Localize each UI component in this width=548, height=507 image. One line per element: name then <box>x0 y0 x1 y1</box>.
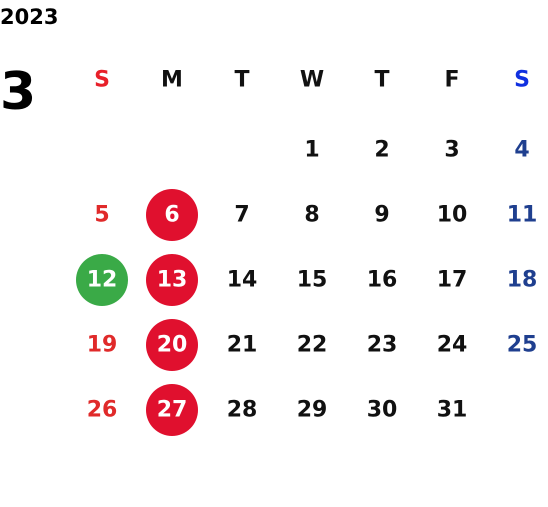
day: 24 <box>437 333 468 358</box>
weekday: T <box>234 68 249 93</box>
day: 2 <box>374 138 389 163</box>
weekday: S <box>94 68 110 93</box>
day: 28 <box>227 398 258 423</box>
day: 4 <box>514 138 529 163</box>
day: 19 <box>87 333 118 358</box>
weekday: F <box>444 68 459 93</box>
weekday: T <box>374 68 389 93</box>
day: 7 <box>234 203 249 228</box>
day-highlight <box>146 319 198 371</box>
day: 12 <box>87 268 118 293</box>
day: 31 <box>437 398 468 423</box>
day: 25 <box>507 333 538 358</box>
day: 21 <box>227 333 258 358</box>
day: 23 <box>367 333 398 358</box>
day-highlight <box>146 384 198 436</box>
day: 10 <box>437 203 468 228</box>
day: 17 <box>437 268 468 293</box>
weekday: W <box>300 68 324 93</box>
month: 3 <box>0 62 36 122</box>
day-highlight <box>76 254 128 306</box>
day: 13 <box>157 268 188 293</box>
weekday: S <box>514 68 530 93</box>
day: 27 <box>157 398 188 423</box>
day: 14 <box>227 268 258 293</box>
day: 1 <box>304 138 319 163</box>
day: 26 <box>87 398 118 423</box>
year: 2023 <box>0 5 58 29</box>
day-highlight <box>146 254 198 306</box>
day: 8 <box>304 203 319 228</box>
day: 22 <box>297 333 328 358</box>
day-highlight <box>146 189 198 241</box>
day: 30 <box>367 398 398 423</box>
day: 20 <box>157 333 188 358</box>
day: 11 <box>507 203 538 228</box>
day: 5 <box>94 203 109 228</box>
day: 29 <box>297 398 328 423</box>
weekday: M <box>161 68 183 93</box>
day: 9 <box>374 203 389 228</box>
day: 15 <box>297 268 328 293</box>
day: 6 <box>164 203 179 228</box>
day: 16 <box>367 268 398 293</box>
day: 18 <box>507 268 538 293</box>
day: 3 <box>444 138 459 163</box>
